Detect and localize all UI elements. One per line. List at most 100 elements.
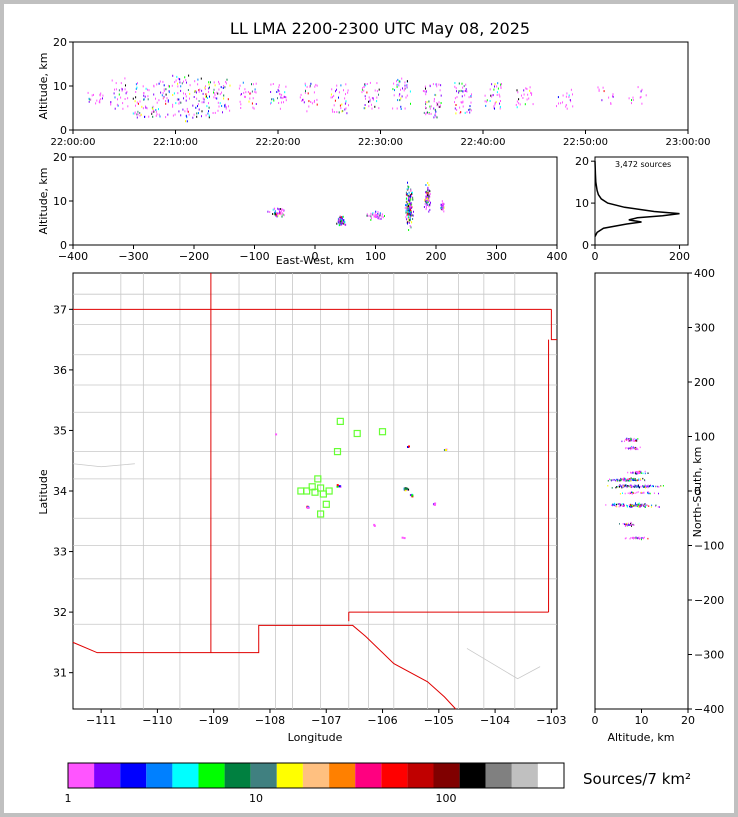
ns-source-point: [636, 439, 638, 441]
ew-source-point: [343, 219, 344, 222]
time-source-point: [240, 103, 242, 106]
ns-source-point: [649, 492, 651, 495]
altitude-northsouth-panel: [594, 272, 689, 710]
ns-source-point: [630, 484, 632, 486]
time-source-point: [223, 94, 225, 97]
ew-source-point: [442, 207, 444, 210]
time-source-point: [180, 101, 182, 104]
ew-source-point: [340, 220, 342, 223]
ew-source-point: [342, 220, 343, 223]
ns-source-point: [623, 477, 625, 479]
ns-source-point: [650, 484, 651, 487]
ns-source-point: [617, 503, 619, 505]
map-source-point: [443, 449, 446, 451]
time-source-point: [279, 93, 281, 96]
ew-source-point: [409, 219, 411, 221]
ew-source-point: [427, 186, 429, 189]
time-source-point: [251, 90, 253, 93]
time-source-point: [117, 104, 119, 107]
time-source-point: [468, 108, 470, 111]
time-source-point: [496, 85, 498, 88]
time-source-point: [369, 100, 371, 103]
time-source-point: [172, 103, 174, 106]
ns-source-point: [626, 524, 628, 527]
ns-source-point: [627, 485, 628, 487]
ns-source-point: [636, 479, 638, 482]
time-source-point: [201, 115, 202, 118]
time-source-point: [145, 106, 147, 109]
ew-xtick-label: −400: [58, 250, 88, 263]
altitude-histogram-panel: [594, 156, 689, 246]
ns-source-point: [643, 505, 645, 507]
ew-source-point: [377, 217, 378, 220]
ns-source-point: [629, 492, 631, 495]
map-xtick-label: −110: [142, 714, 172, 727]
ns-source-point: [643, 485, 645, 487]
ew-source-point: [279, 211, 281, 214]
time-source-point: [461, 101, 463, 104]
ns-source-point: [627, 479, 628, 481]
ew-ytick-label: 10: [53, 195, 67, 208]
time-source-point: [187, 110, 189, 113]
ns-source-point: [631, 438, 633, 440]
time-source-point: [400, 105, 402, 108]
ns-source-point: [611, 487, 613, 489]
time-source-point: [499, 107, 501, 110]
ns-source-point: [612, 479, 614, 481]
ns-source-point: [618, 485, 620, 487]
time-source-point: [208, 110, 209, 113]
time-source-point: [438, 83, 440, 86]
ew-source-point: [425, 191, 427, 194]
ew-source-point: [425, 198, 427, 200]
ew-source-point: [425, 208, 427, 211]
time-source-point: [185, 114, 187, 117]
time-source-point: [178, 110, 180, 113]
ns-source-point: [630, 485, 632, 488]
time-source-point: [207, 112, 209, 115]
map-source-point: [401, 536, 404, 539]
time-source-point: [91, 94, 93, 97]
time-source-point: [93, 93, 94, 96]
ns-source-point: [616, 503, 617, 506]
time-source-point: [196, 112, 198, 115]
ns-source-point: [622, 523, 624, 525]
time-source-point: [378, 88, 380, 91]
time-source-point: [244, 88, 246, 91]
time-source-point: [163, 84, 165, 87]
time-source-point: [89, 98, 91, 101]
time-source-point: [99, 94, 101, 97]
time-source-point: [224, 104, 226, 107]
ew-source-point: [283, 214, 285, 217]
time-source-point: [208, 102, 209, 105]
time-source-point: [115, 88, 117, 91]
ew-source-point: [409, 203, 411, 206]
time-xtick-label: 22:20:00: [256, 137, 301, 148]
ns-source-point: [628, 485, 629, 487]
time-xtick-label: 22:00:00: [51, 137, 96, 148]
map-source-point: [338, 485, 341, 488]
lma-station-marker: [353, 429, 361, 438]
time-source-point: [470, 95, 472, 98]
ns-source-point: [631, 491, 632, 494]
time-source-point: [439, 104, 441, 107]
ns-source-point: [634, 484, 636, 487]
ns-source-point: [632, 536, 634, 539]
colorbar-swatch: [302, 763, 329, 788]
time-source-point: [344, 102, 346, 105]
time-source-point: [392, 88, 394, 91]
time-source-point: [239, 84, 241, 87]
time-source-point: [640, 90, 642, 93]
time-source-point: [304, 91, 306, 94]
ns-source-point: [625, 523, 627, 526]
ew-source-point: [407, 193, 408, 196]
time-source-point: [641, 102, 643, 105]
time-source-point: [527, 93, 529, 96]
ew-source-point: [425, 200, 427, 203]
map-xtick-label: −105: [424, 714, 454, 727]
ns-source-point: [627, 471, 629, 474]
time-source-point: [127, 105, 129, 108]
ew-source-point: [274, 210, 276, 213]
ns-source-point: [634, 478, 636, 480]
ew-source-point: [372, 212, 374, 215]
time-source-point: [494, 85, 495, 88]
